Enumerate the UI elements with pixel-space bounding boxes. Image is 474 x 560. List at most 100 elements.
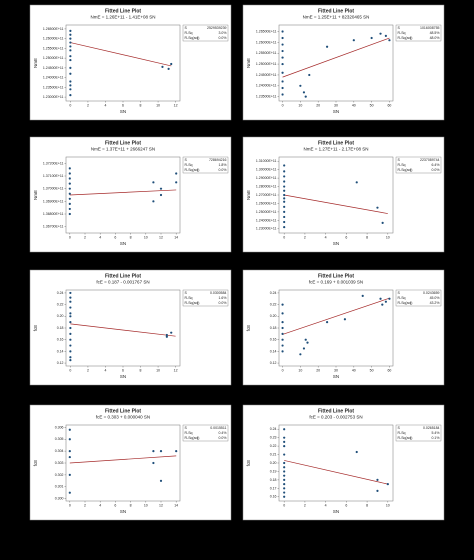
point [283, 466, 286, 469]
point [281, 338, 284, 341]
point [283, 197, 286, 200]
point [283, 193, 286, 197]
point [283, 436, 286, 439]
y-tick-label: 1.26000E+11 [256, 40, 277, 44]
x-tick-label: 50 [370, 103, 374, 107]
point [69, 344, 72, 347]
stats-value: 0.0% [219, 436, 227, 440]
stats-value: 0.0% [219, 168, 227, 172]
stats-label: R-Sq [185, 163, 193, 167]
plot-area [65, 289, 181, 367]
stats-value: 0.4% [219, 431, 227, 435]
y-tick-label: 1.30000E+11 [256, 168, 277, 172]
point [281, 93, 284, 96]
x-tick-label: 6 [345, 235, 347, 239]
point [281, 30, 284, 33]
point [69, 359, 72, 362]
point [281, 332, 284, 335]
chart-title: Fitted Line Plot [105, 408, 141, 414]
x-tick-label: 10 [156, 368, 160, 372]
stats-label: R-Sq(adj) [185, 436, 200, 440]
y-tick-label: 0.14 [57, 349, 64, 353]
x-tick-label: 30 [334, 368, 338, 372]
point [69, 326, 72, 330]
point [159, 479, 163, 482]
x-tick-label: 12 [174, 103, 178, 107]
stats-value: 5.4% [432, 431, 440, 435]
y-tick-label: 1.24000E+11 [256, 84, 277, 88]
x-tick-label: 2 [84, 503, 86, 507]
stats-label: R-Sq(adj) [398, 301, 413, 305]
y-tick-label: 1.25000E+11 [256, 62, 277, 66]
point [69, 338, 72, 341]
stats-label: R-Sq(adj) [185, 301, 200, 305]
stats-label: S [398, 158, 401, 162]
stats-value: 0.0300584 [210, 291, 227, 295]
stats-label: S [398, 291, 401, 295]
point [325, 321, 329, 324]
point [69, 45, 72, 48]
x-tick-label: 8 [130, 235, 132, 239]
stats-label: R-Sq [185, 31, 193, 35]
point [69, 94, 72, 97]
stats-box [395, 156, 442, 174]
y-tick-label: 0.305 [55, 437, 64, 441]
chart-subtitle: NmE = 1.26E+11 - 1.41E+08 SN [90, 15, 155, 20]
x-tick-label: 60 [387, 368, 391, 372]
y-tick-label: 0.304 [55, 449, 64, 453]
y-tick-label: 0.18 [57, 326, 64, 330]
y-tick-label: 0.301 [55, 485, 64, 489]
x-tick-label: 6 [114, 235, 116, 239]
y-tick-label: 0.18 [270, 326, 277, 330]
point [69, 29, 72, 32]
stats-box [182, 156, 229, 174]
point [152, 181, 155, 184]
stats-value: 45.0% [430, 296, 440, 300]
stats-value: 0.0% [432, 168, 440, 172]
point [304, 95, 307, 98]
point [170, 331, 173, 334]
x-tick-label: 50 [370, 368, 374, 372]
stats-value: 43.2% [430, 301, 440, 305]
point [281, 43, 284, 46]
y-tick-label: 0.24 [270, 291, 277, 295]
point [68, 182, 71, 185]
point [165, 333, 168, 337]
stats-label: S [398, 26, 401, 30]
x-tick-label: 10 [386, 235, 390, 239]
point [281, 312, 284, 315]
stats-label: R-Sq(adj) [398, 168, 413, 172]
x-tick-label: 40 [352, 368, 356, 372]
x-tick-label: 8 [130, 503, 132, 507]
y-tick-label: 1.36800E+11 [43, 212, 64, 216]
stats-value: 1016008755 [420, 26, 440, 30]
fit-line [284, 460, 388, 485]
point [159, 193, 163, 197]
point [283, 440, 286, 443]
y-tick-label: 1.29000E+11 [256, 176, 277, 180]
x-tick-label: 0 [69, 103, 71, 107]
point [355, 181, 358, 184]
point [283, 483, 286, 486]
x-tick-label: 4 [104, 368, 106, 372]
point [283, 461, 286, 465]
y-tick-label: 0.20 [270, 461, 277, 465]
point [299, 84, 302, 87]
stats-value: 0.0% [219, 301, 227, 305]
point [69, 33, 72, 36]
y-tick-label: 1.37200E+11 [43, 161, 64, 165]
y-tick-label: 0.16 [57, 338, 64, 342]
y-axis-label: fcE [33, 460, 38, 467]
x-tick-label: 0 [283, 503, 285, 507]
point [283, 445, 286, 448]
stats-label: R-Sq [398, 431, 406, 435]
point [376, 489, 379, 492]
x-tick-label: 12 [159, 503, 163, 507]
x-axis-label: SN [333, 509, 339, 514]
fit-line [282, 297, 390, 335]
point [283, 164, 286, 167]
x-tick-label: 2 [304, 503, 306, 507]
y-axis-label: fcE [33, 325, 38, 332]
fit-line [284, 194, 388, 214]
point [343, 318, 347, 321]
